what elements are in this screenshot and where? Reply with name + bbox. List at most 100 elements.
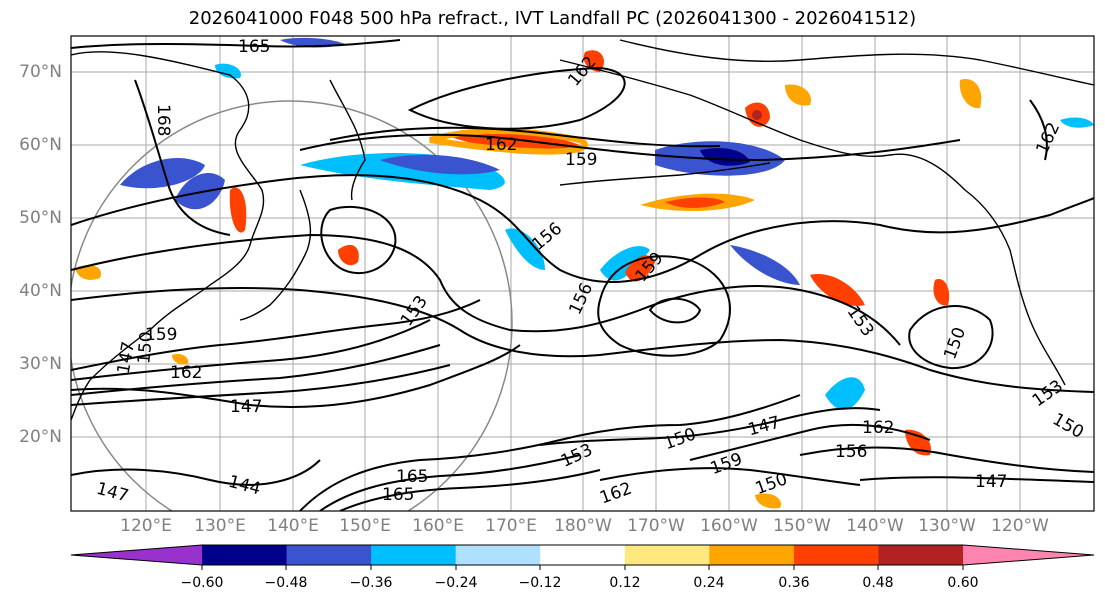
colorbar: [70, 544, 1095, 570]
lat-label-70n: 70°N: [19, 62, 62, 82]
colorbar-tick-label: 0.24: [693, 575, 725, 591]
map-frame: [70, 35, 1095, 512]
colorbar-segment: [878, 545, 964, 565]
colorbar-tick-label: −0.36: [349, 575, 393, 591]
refractivity-shading: [75, 37, 1094, 509]
contour-label: 156: [835, 442, 867, 462]
colorbar-tick-label: −0.12: [518, 575, 562, 591]
coast-asia: [71, 51, 265, 421]
shade-negative-ne: [1060, 117, 1094, 128]
shade-negative-mid: [730, 245, 800, 285]
coast-kamchatka: [329, 79, 366, 201]
contour-165-north: [71, 39, 401, 49]
contour-153-south: [539, 407, 881, 446]
contour-jet-west-1: [71, 319, 431, 381]
contour-147-south: [859, 476, 1094, 483]
shade-positive-ne-2: [959, 79, 982, 109]
lat-label-60n: 60°N: [19, 135, 62, 155]
contour-label: 162: [862, 418, 894, 438]
colorbar-tick-label: 0.60: [947, 575, 979, 591]
contour-east-loop: [908, 305, 994, 370]
contour-165-south-3: [339, 469, 601, 511]
shade-negative-band-dark: [380, 154, 500, 175]
colorbar-ticks: [201, 565, 964, 570]
shade-positive-ne: [785, 84, 811, 106]
colorbar-segment: [286, 545, 372, 565]
contour-ridge-loop: [597, 255, 731, 357]
coast-north: [619, 39, 1094, 86]
contour-label: 159: [565, 150, 597, 170]
lon-label-130w: 130°W: [918, 516, 976, 536]
colorbar-segment: [624, 545, 710, 565]
contour-165-south-2: [319, 454, 581, 511]
shade-positive-west-2: [172, 354, 189, 365]
contour-162-jet: [329, 126, 721, 148]
contour-150-south: [599, 467, 861, 486]
lon-label-120e: 120°E: [120, 516, 172, 536]
shade-positive-japan: [338, 244, 359, 266]
contour-label: 147: [975, 472, 1007, 492]
colorbar-extend-left: [71, 545, 202, 565]
lon-label-150w: 150°W: [773, 516, 831, 536]
contour-low-japan: [320, 205, 397, 274]
shade-negative-nw-2: [175, 172, 225, 210]
colorbar-segment: [793, 545, 879, 565]
colorbar-extend-right: [963, 545, 1094, 565]
shade-positive-gulf-red: [665, 197, 725, 208]
colorbar-segment: [202, 545, 288, 565]
shade-positive-west: [75, 265, 101, 280]
lon-label-160e: 160°E: [412, 516, 464, 536]
colorbar-segment: [709, 545, 795, 565]
coast-aleutians: [559, 162, 771, 186]
lon-label-170w: 170°W: [627, 516, 685, 536]
contour-165-south: [299, 394, 801, 511]
contour-147-west: [71, 299, 481, 371]
contour-144: [71, 459, 321, 486]
shade-positive-coast-2: [933, 279, 950, 306]
contour-label: 150: [134, 331, 157, 365]
contour-label: 165: [396, 467, 428, 487]
shade-negative-nw: [120, 157, 205, 189]
lat-label-50n: 50°N: [19, 208, 62, 228]
contour-150: [71, 287, 1094, 393]
contour-147: [71, 344, 521, 409]
contour-153: [71, 233, 901, 346]
lon-label-150e: 150°E: [339, 516, 391, 536]
lon-label-120w: 120°W: [991, 516, 1049, 536]
contour-159-south: [689, 423, 931, 461]
shade-negative-subtrop: [825, 377, 865, 410]
coastlines: [71, 39, 1094, 421]
contour-label: 159: [145, 325, 177, 345]
colorbar-tick-label: −0.48: [264, 575, 308, 591]
contour-jet-west-2: [71, 344, 441, 396]
lon-label-130e: 130°E: [194, 516, 246, 536]
range-circle: [71, 100, 513, 511]
colorbar-segment: [371, 545, 457, 565]
shade-negative-arctic: [215, 63, 241, 79]
contour-159-jet: [299, 133, 961, 162]
contour-ridge-inner: [648, 297, 702, 324]
contour-label: 168: [153, 104, 173, 136]
colorbar-segment: [540, 545, 626, 565]
contour-label: 147: [230, 397, 262, 417]
lat-label-30n: 30°N: [19, 354, 62, 374]
contour-ne-162: [1029, 99, 1048, 161]
lon-label-170e: 170°E: [485, 516, 537, 536]
shade-positive-coast: [810, 274, 865, 306]
contour-168: [134, 79, 231, 236]
lat-label-40n: 40°N: [19, 281, 62, 301]
colorbar-tick-label: 0.12: [609, 575, 641, 591]
lon-label-140w: 140°W: [846, 516, 904, 536]
lon-label-160w: 160°W: [700, 516, 758, 536]
contour-label: 165: [238, 37, 270, 57]
shade-positive-arctic: [583, 50, 605, 72]
contour-jet-west-3: [71, 364, 451, 406]
colorbar-segments: [202, 545, 964, 565]
lon-label-180w: 180°W: [554, 516, 612, 536]
colorbar-segment: [455, 545, 541, 565]
shade-positive-tail: [755, 493, 781, 509]
shade-positive-nw: [229, 187, 247, 233]
colorbar-tick-label: −0.24: [434, 575, 478, 591]
contour-156-south: [799, 446, 1094, 473]
